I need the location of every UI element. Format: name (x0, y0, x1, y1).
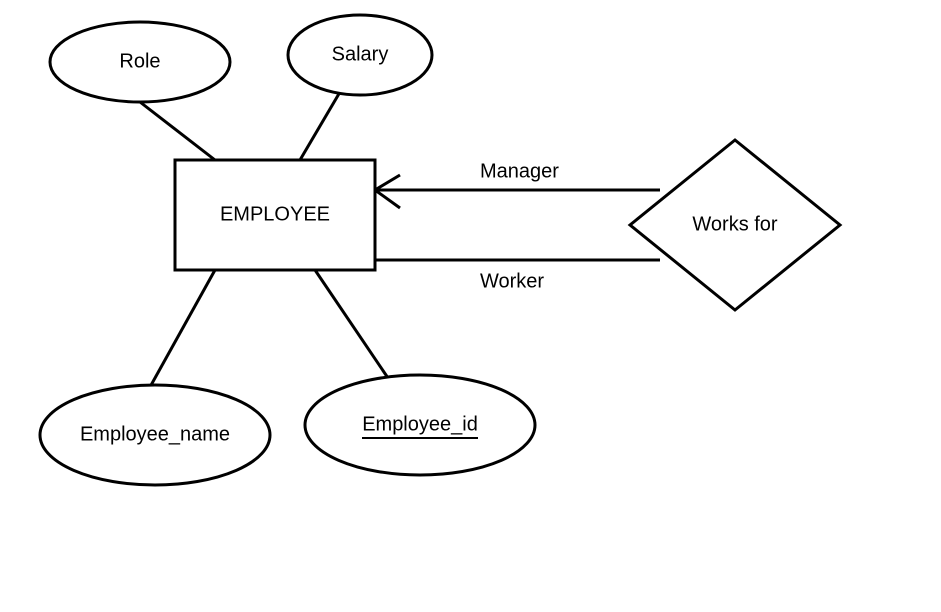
edge-salary (300, 92, 340, 160)
attr-role-label: Role (119, 50, 160, 72)
relationship-works-for-label: Works for (692, 213, 778, 235)
attr-employee-id-label: Employee_id (362, 413, 478, 435)
edge-employee-id (315, 270, 388, 378)
arrowhead-stroke-b (375, 190, 400, 208)
entity-employee-label: EMPLOYEE (220, 203, 330, 225)
edge-manager-label: Manager (480, 160, 559, 182)
edge-employee-name (150, 270, 215, 387)
attr-employee-name-label: Employee_name (80, 423, 230, 445)
edge-worker-label: Worker (480, 270, 544, 292)
er-diagram: EMPLOYEE Role Salary Employee_name Emplo… (0, 0, 941, 612)
attr-salary-label: Salary (332, 43, 389, 65)
edge-role (140, 102, 215, 160)
arrowhead-stroke-a (375, 175, 400, 190)
